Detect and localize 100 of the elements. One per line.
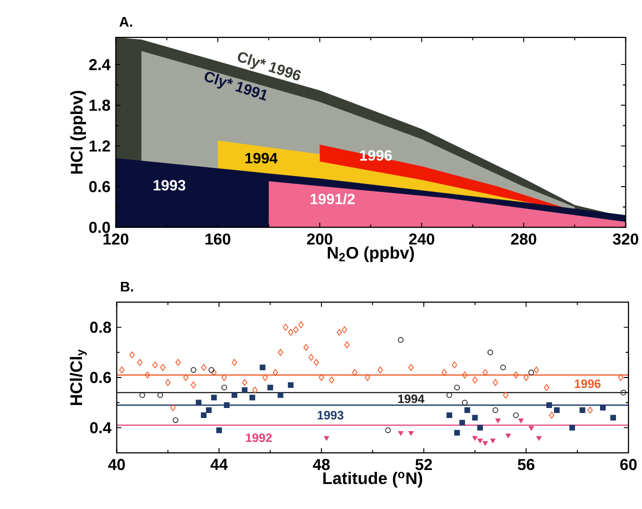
point <box>364 374 370 381</box>
point <box>587 406 593 414</box>
point <box>464 407 470 413</box>
point <box>398 431 404 436</box>
x-tick-label: 200 <box>307 233 332 245</box>
point <box>528 370 534 376</box>
point <box>478 438 483 444</box>
x-tick-label: 48 <box>312 458 330 470</box>
point <box>288 328 294 336</box>
point <box>308 354 314 361</box>
point <box>190 367 196 373</box>
x-tick-label: 40 <box>108 458 125 470</box>
point <box>523 374 529 381</box>
point <box>462 372 468 378</box>
point <box>378 366 383 374</box>
point <box>610 414 616 421</box>
y-tick-label: 0.6 <box>90 372 111 384</box>
point <box>200 412 207 418</box>
x-tick-label: 280 <box>511 233 536 245</box>
series-label: 1993 <box>154 180 186 191</box>
point <box>190 382 196 388</box>
point <box>492 379 498 386</box>
point <box>262 374 268 381</box>
point <box>446 412 452 418</box>
series-label: 1994 <box>245 152 278 164</box>
point <box>211 369 217 376</box>
x-tick-label: 60 <box>620 458 637 470</box>
x-axis-title: N$_{2}$O (ppbv) <box>328 246 414 262</box>
point <box>352 369 358 376</box>
point <box>278 392 284 398</box>
x-tick-label: 56 <box>518 458 534 470</box>
point <box>472 414 478 421</box>
point <box>298 321 304 328</box>
point <box>252 386 258 394</box>
point <box>165 379 171 386</box>
point <box>278 348 284 356</box>
y-tick-label: 0.0 <box>89 222 110 233</box>
y-tick-label: 2.4 <box>89 59 111 70</box>
point <box>336 328 342 336</box>
x-axis-title: Latitude ($^{o}$N) <box>323 472 422 488</box>
point <box>144 372 150 378</box>
point <box>344 341 350 348</box>
point <box>472 376 478 384</box>
point <box>487 350 494 356</box>
point <box>201 364 206 371</box>
point <box>518 418 524 424</box>
point <box>454 384 460 390</box>
point <box>546 402 552 408</box>
x-tick-label: 120 <box>104 233 128 245</box>
point <box>221 384 228 390</box>
point <box>482 441 488 446</box>
x-tick-label: 160 <box>206 233 230 245</box>
point <box>232 359 238 366</box>
y-axis-title: HCl/Cl$_{y}$ <box>70 349 87 406</box>
x-tick-label: 44 <box>210 458 228 470</box>
point <box>260 364 266 370</box>
point <box>554 407 560 413</box>
text: 1993 <box>318 410 344 420</box>
point <box>267 384 274 390</box>
point <box>232 392 238 398</box>
point <box>293 326 299 334</box>
point <box>398 337 404 343</box>
point <box>175 359 181 366</box>
point <box>477 424 483 431</box>
y-tick-label: 1.2 <box>90 140 110 152</box>
point <box>408 364 414 371</box>
point <box>324 436 330 441</box>
point <box>408 431 414 436</box>
point <box>462 400 468 406</box>
point <box>580 407 586 413</box>
x-tick-label: 320 <box>612 233 638 245</box>
point <box>282 324 288 331</box>
series-label: 1994 <box>398 394 424 404</box>
point <box>549 412 554 419</box>
point <box>544 384 550 392</box>
point <box>472 436 478 441</box>
point <box>152 362 158 368</box>
point <box>242 379 248 386</box>
point <box>618 374 624 381</box>
point <box>206 407 212 413</box>
point <box>342 326 348 334</box>
point <box>314 359 319 366</box>
text: 1992 <box>246 433 272 442</box>
point <box>129 351 135 358</box>
point <box>272 369 278 376</box>
y-axis-title: HCl (ppbv) <box>70 90 86 174</box>
point <box>534 366 540 374</box>
point <box>513 372 519 378</box>
point <box>442 369 447 376</box>
y-tick-label: 0.4 <box>90 422 112 434</box>
point <box>249 394 256 400</box>
point <box>454 430 460 436</box>
point <box>303 344 309 351</box>
point <box>172 417 178 424</box>
point <box>224 402 230 408</box>
y-tick-label: 0.6 <box>89 181 110 192</box>
point <box>502 392 508 399</box>
point <box>170 404 176 412</box>
point <box>183 374 188 381</box>
point <box>459 420 466 426</box>
